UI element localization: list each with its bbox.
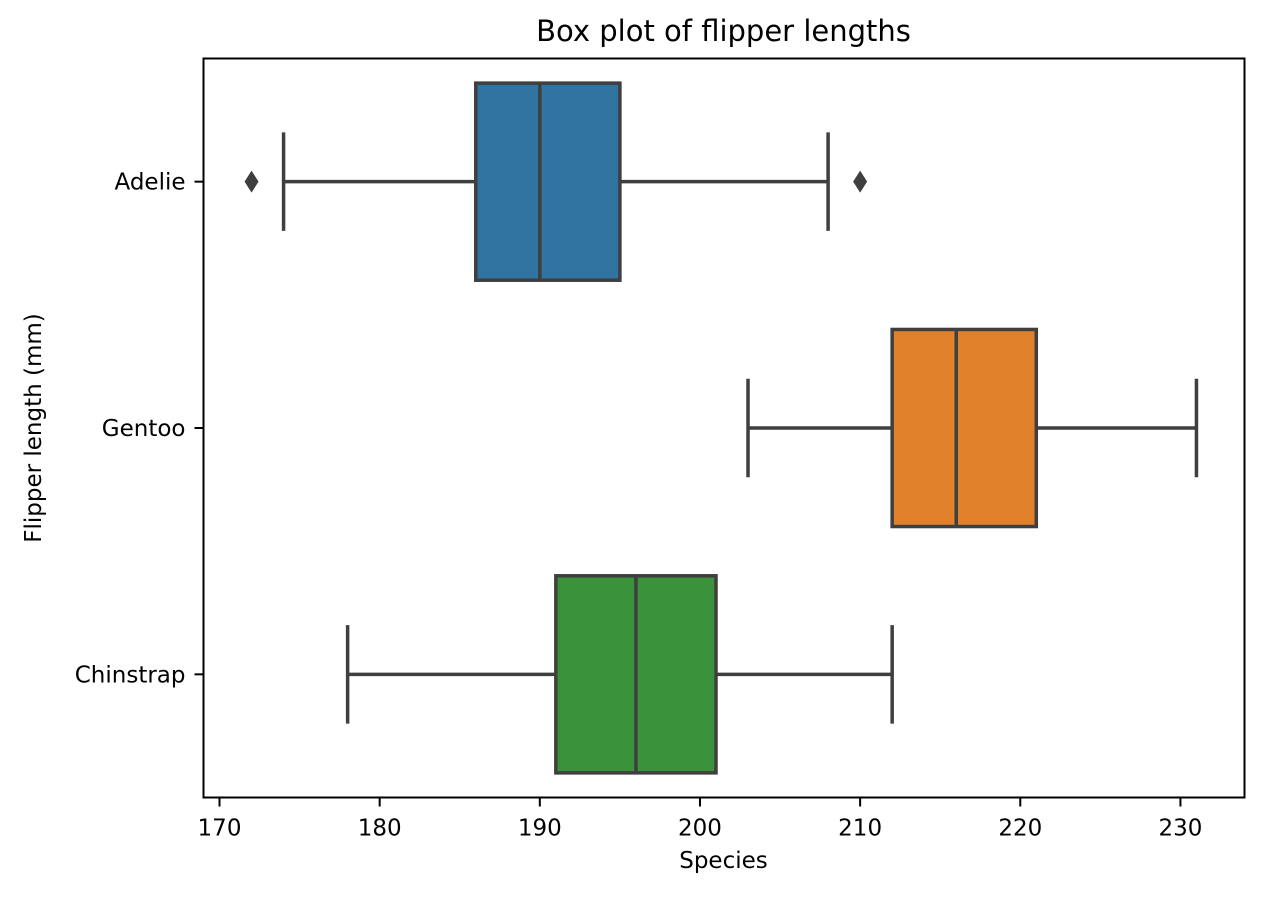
x-tick-label-170: 170 [198, 816, 242, 842]
plot-area: 170 180 190 200 210 220 230 Adelie Gentoo Chinstr… [75, 57, 1246, 842]
y-tick-label-chinstrap: Chinstrap [75, 662, 186, 688]
x-tick-label-190: 190 [518, 816, 562, 842]
chart-title: Box plot of flipper lengths [536, 14, 911, 48]
y-tick-label-gentoo: Gentoo [102, 416, 186, 442]
x-tick-label-220: 220 [998, 816, 1042, 842]
x-tick-label-180: 180 [358, 816, 402, 842]
box-gentoo [890, 327, 1039, 529]
outlier-adelie-0 [244, 170, 259, 193]
x-tick-label-230: 230 [1158, 816, 1202, 842]
x-tick-label-210: 210 [838, 816, 882, 842]
outlier-adelie-1 [853, 170, 868, 193]
x-tick-label-200: 200 [678, 816, 722, 842]
y-tick-label-adelie: Adelie [114, 170, 185, 196]
x-axis-label: Species [679, 848, 768, 874]
box-adelie [474, 81, 622, 282]
